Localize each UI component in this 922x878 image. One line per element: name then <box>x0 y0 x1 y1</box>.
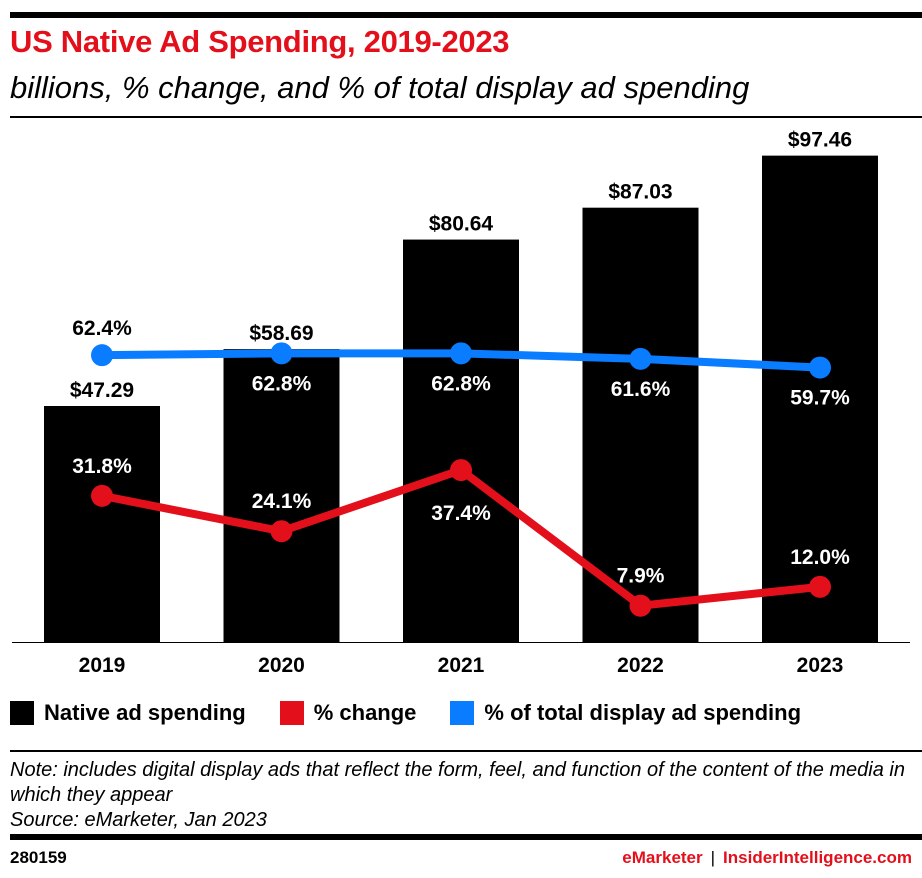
legend-item-native: Native ad spending <box>10 700 246 726</box>
footer-rule <box>10 834 922 840</box>
share-label: 62.8% <box>431 372 491 395</box>
change-point <box>450 459 472 482</box>
bar-value-label: $58.69 <box>249 322 313 345</box>
change-point <box>270 520 293 543</box>
x-tick-label: 2023 <box>797 654 844 677</box>
bar-value-label: $80.64 <box>429 213 494 236</box>
x-tick-label: 2019 <box>79 654 126 677</box>
change-point <box>629 594 652 617</box>
notes: Note: includes digital display ads that … <box>10 758 922 833</box>
chart-title: US Native Ad Spending, 2019-2023 <box>10 24 510 59</box>
chart-subtitle: billions, % change, and % of total displ… <box>10 70 750 105</box>
brand: eMarketer | InsiderIntelligence.com <box>622 848 912 868</box>
share-label: 62.8% <box>252 372 312 395</box>
change-point <box>91 484 113 507</box>
bar-value-label: $47.29 <box>70 379 134 402</box>
share-point <box>809 356 831 379</box>
brand-insider: InsiderIntelligence.com <box>723 848 912 867</box>
bar-value-label: $87.03 <box>608 181 672 204</box>
bar-2020 <box>223 349 340 642</box>
change-label: 31.8% <box>72 455 132 478</box>
share-point <box>270 342 293 365</box>
chart: $47.29 2019 $58.69 2020 $80.64 2021 $87.03 2022… <box>12 129 910 677</box>
change-label: 7.9% <box>617 565 665 588</box>
change-label: 37.4% <box>431 502 491 525</box>
brand-separator: | <box>710 848 716 867</box>
bar-2022 <box>582 207 699 642</box>
bar-2021 <box>403 239 519 642</box>
x-tick-label: 2021 <box>438 654 485 677</box>
note-text: Note: includes digital display ads that … <box>10 759 905 806</box>
legend-swatch <box>10 701 34 725</box>
share-point <box>91 344 113 367</box>
change-point <box>809 575 831 598</box>
legend-item-change: % change <box>279 700 417 726</box>
title-rule <box>10 116 922 118</box>
note-rule <box>10 750 922 752</box>
share-point <box>629 347 652 370</box>
legend-label: % of total display ad spending <box>484 700 802 725</box>
legend-swatch <box>279 701 304 725</box>
x-tick-label: 2020 <box>258 654 305 677</box>
share-label: 61.6% <box>611 378 671 401</box>
legend-swatch <box>450 701 475 725</box>
bar-2023 <box>762 155 878 643</box>
x-tick-label: 2022 <box>617 654 664 677</box>
top-rule <box>10 12 922 18</box>
share-label: 59.7% <box>790 387 850 410</box>
legend-label: Native ad spending <box>44 700 246 725</box>
share-point <box>450 342 472 365</box>
source-text: Source: eMarketer, Jan 2023 <box>10 809 267 831</box>
figure-id: 280159 <box>10 848 67 867</box>
legend-item-share: % of total display ad spending <box>450 700 801 726</box>
bar-2019 <box>44 406 160 642</box>
change-label: 24.1% <box>252 490 312 513</box>
bar-value-label: $97.46 <box>788 129 852 152</box>
legend-label: % change <box>313 700 417 725</box>
change-label: 12.0% <box>790 546 850 569</box>
share-label: 62.4% <box>72 317 132 340</box>
legend: Native ad spending % change % of total d… <box>10 700 801 726</box>
brand-emarketer: eMarketer <box>622 848 703 867</box>
